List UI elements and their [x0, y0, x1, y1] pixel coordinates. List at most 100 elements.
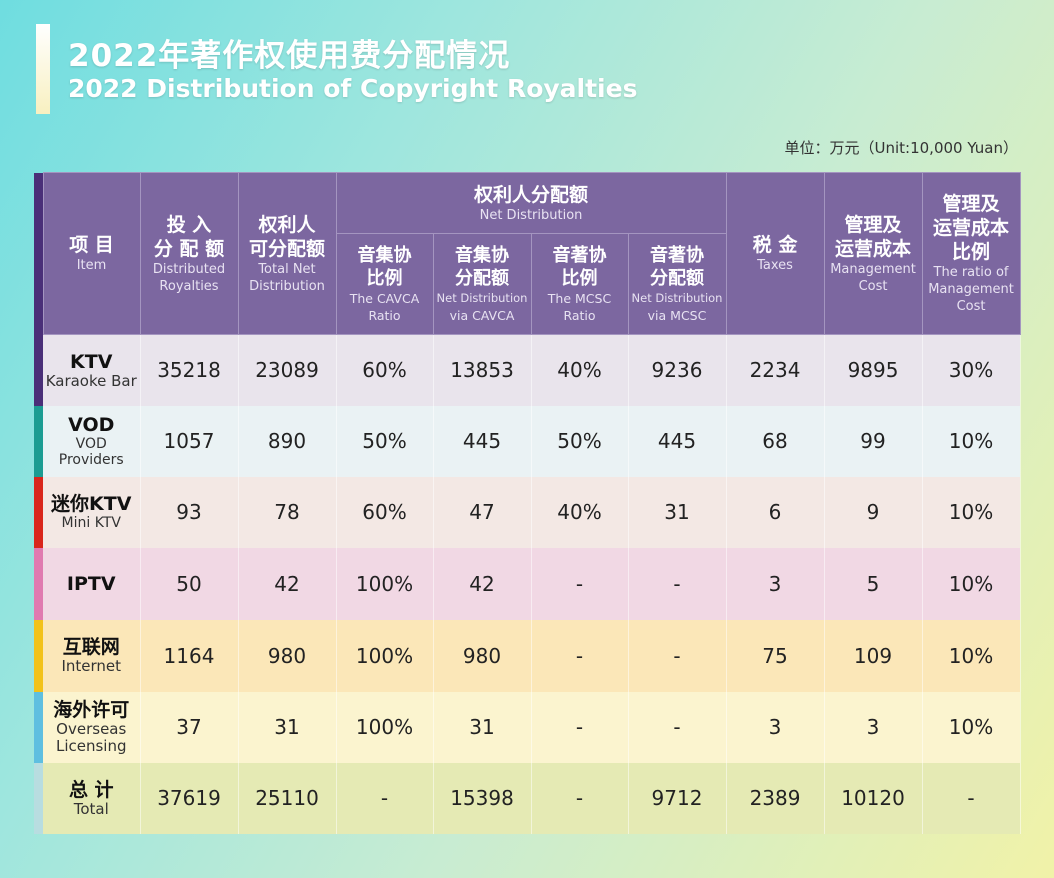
cell-mcsc-net: - [628, 691, 727, 763]
col-mcsc-net-header: 音著协 分配额 Net Distribution via MCSC [627, 233, 727, 335]
cell-mcsc-ratio: - [531, 547, 629, 620]
col-mcsc-ratio-header: 音著协 比例 The MCSC Ratio [530, 233, 629, 335]
cell-total-net: 23089 [238, 334, 337, 406]
cell-mgmt-ratio: 10% [922, 547, 1021, 620]
col-cavca-ratio-header: 音集协 比例 The CAVCA Ratio [335, 233, 434, 335]
cell-mgmt-ratio: - [922, 762, 1021, 834]
cell-taxes: 2234 [726, 334, 825, 406]
royalties-table: 项 目 Item 投 入 分 配 额 Distributed Royalties… [34, 172, 1021, 834]
cell-mgmt-ratio: 10% [922, 619, 1021, 692]
cell-cavca-ratio: 50% [336, 405, 434, 477]
cell-distributed: 1057 [140, 405, 239, 477]
col-distributed-header: 投 入 分 配 额 Distributed Royalties [139, 172, 239, 335]
cell-taxes: 3 [726, 691, 825, 763]
cell-mcsc-ratio: 40% [531, 334, 629, 406]
cell-mgmt-ratio: 10% [922, 405, 1021, 477]
cell-taxes: 6 [726, 476, 825, 548]
cell-mgmt: 9895 [824, 334, 923, 406]
col-mgmt-header: 管理及 运营成本 Management Cost [823, 172, 923, 335]
cell-mcsc-ratio: - [531, 691, 629, 763]
row-stripe [34, 334, 43, 406]
cell-total-net: 980 [238, 619, 337, 692]
cell-cavca-net: 15398 [433, 762, 532, 834]
cell-taxes: 3 [726, 547, 825, 620]
header-stripe [34, 172, 43, 335]
cell-cavca-ratio: 100% [336, 619, 434, 692]
cell-mgmt-ratio: 30% [922, 334, 1021, 406]
row-stripe [34, 762, 43, 834]
table-row-ktv: KTV Karaoke Bar 35218 23089 60% 13853 40… [34, 334, 1021, 406]
cell-mgmt: 99 [824, 405, 923, 477]
cell-mcsc-net: - [628, 547, 727, 620]
cell-cavca-ratio: 100% [336, 547, 434, 620]
table-row-iptv: IPTV 50 42 100% 42 - - 3 5 10% [34, 547, 1021, 620]
cell-cavca-net: 47 [433, 476, 532, 548]
cell-mgmt: 109 [824, 619, 923, 692]
row-stripe [34, 619, 43, 692]
table-row-vod: VOD VOD Providers 1057 890 50% 445 50% 4… [34, 405, 1021, 477]
cell-mgmt-ratio: 10% [922, 691, 1021, 763]
row-label: KTV Karaoke Bar [43, 334, 141, 406]
row-label: 互联网 Internet [43, 619, 141, 692]
cell-distributed: 1164 [140, 619, 239, 692]
col-mgmt-ratio-header: 管理及 运营成本 比例 The ratio of Management Cost [921, 172, 1021, 335]
cell-cavca-ratio: - [336, 762, 434, 834]
cell-cavca-net: 42 [433, 547, 532, 620]
cell-distributed: 37619 [140, 762, 239, 834]
table-row-overseas: 海外许可 Overseas Licensing 37 31 100% 31 - … [34, 691, 1021, 763]
cell-distributed: 37 [140, 691, 239, 763]
cell-cavca-net: 31 [433, 691, 532, 763]
row-label: 海外许可 Overseas Licensing [43, 691, 141, 763]
row-label: IPTV [43, 547, 141, 620]
cell-distributed: 93 [140, 476, 239, 548]
cell-mcsc-ratio: 40% [531, 476, 629, 548]
cell-total-net: 31 [238, 691, 337, 763]
page-title-cn: 2022年著作权使用费分配情况 [68, 38, 511, 74]
unit-note: 单位：万元（Unit:10,000 Yuan） [784, 139, 1019, 157]
cell-mcsc-ratio: - [531, 619, 629, 692]
cell-total-net: 890 [238, 405, 337, 477]
table-row-internet: 互联网 Internet 1164 980 100% 980 - - 75 10… [34, 619, 1021, 692]
cell-total-net: 42 [238, 547, 337, 620]
cell-mcsc-ratio: - [531, 762, 629, 834]
cell-total-net: 25110 [238, 762, 337, 834]
row-stripe [34, 476, 43, 548]
row-stripe [34, 547, 43, 620]
cell-mcsc-ratio: 50% [531, 405, 629, 477]
cell-mcsc-net: - [628, 619, 727, 692]
row-label: 迷你KTV Mini KTV [43, 476, 141, 548]
cell-mcsc-net: 9712 [628, 762, 727, 834]
cell-mgmt: 3 [824, 691, 923, 763]
cell-mcsc-net: 9236 [628, 334, 727, 406]
cell-cavca-ratio: 100% [336, 691, 434, 763]
row-stripe [34, 691, 43, 763]
net-distribution-group-header: 权利人分配额 Net Distribution [335, 172, 727, 234]
cell-cavca-ratio: 60% [336, 334, 434, 406]
cell-mcsc-net: 445 [628, 405, 727, 477]
cell-distributed: 35218 [140, 334, 239, 406]
cell-taxes: 68 [726, 405, 825, 477]
table-row-mini-ktv: 迷你KTV Mini KTV 93 78 60% 47 40% 31 6 9 1… [34, 476, 1021, 548]
cell-mgmt-ratio: 10% [922, 476, 1021, 548]
table-row-total: 总 计 Total 37619 25110 - 15398 - 9712 238… [34, 762, 1021, 834]
cell-cavca-net: 445 [433, 405, 532, 477]
cell-distributed: 50 [140, 547, 239, 620]
cell-cavca-net: 13853 [433, 334, 532, 406]
cell-taxes: 2389 [726, 762, 825, 834]
col-cavca-net-header: 音集协 分配额 Net Distribution via CAVCA [432, 233, 532, 335]
cell-taxes: 75 [726, 619, 825, 692]
cell-mcsc-net: 31 [628, 476, 727, 548]
cell-total-net: 78 [238, 476, 337, 548]
cell-cavca-net: 980 [433, 619, 532, 692]
col-total-net-header: 权利人 可分配额 Total Net Distribution [237, 172, 337, 335]
cell-mgmt: 9 [824, 476, 923, 548]
row-label: 总 计 Total [43, 762, 141, 834]
row-label: VOD VOD Providers [43, 405, 141, 477]
cell-mgmt: 5 [824, 547, 923, 620]
cell-cavca-ratio: 60% [336, 476, 434, 548]
cell-mgmt: 10120 [824, 762, 923, 834]
col-item-header: 项 目 Item [42, 172, 141, 335]
title-accent-bar [36, 24, 50, 114]
page-title-en: 2022 Distribution of Copyright Royalties [68, 74, 638, 103]
col-taxes-header: 税 金 Taxes [725, 172, 825, 335]
